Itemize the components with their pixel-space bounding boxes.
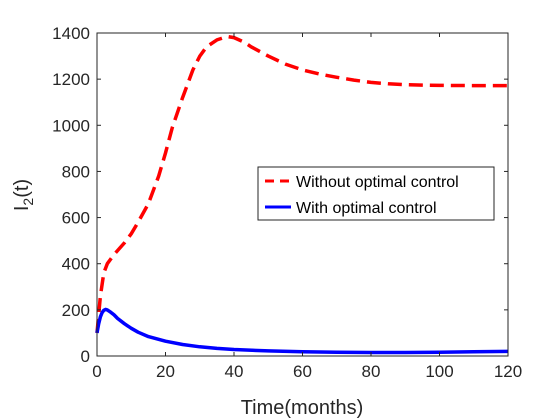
series-line-without-control xyxy=(95,34,508,334)
y-tick-label: 400 xyxy=(62,255,90,274)
legend-box xyxy=(257,166,495,221)
y-tick-label: 1000 xyxy=(52,116,90,135)
y-tick-label: 600 xyxy=(62,209,90,228)
y-tick-label: 1200 xyxy=(52,70,90,89)
axis-ticks xyxy=(96,32,509,357)
y-tick-label: 200 xyxy=(62,301,90,320)
y-tick-label: 800 xyxy=(62,162,90,181)
y-axis-label: I2(t) xyxy=(11,179,36,211)
x-tick-label: 0 xyxy=(92,362,101,381)
x-tick-label: 120 xyxy=(494,362,522,381)
x-tick-label: 60 xyxy=(293,362,312,381)
y-tick-label: 0 xyxy=(81,347,90,366)
series-line-with-control xyxy=(95,307,509,355)
x-tick-label: 40 xyxy=(225,362,244,381)
x-tick-label: 80 xyxy=(362,362,381,381)
plot-lines xyxy=(95,34,509,355)
legend-label-without-control: Without optimal control xyxy=(296,174,459,191)
x-axis-label: Time(months) xyxy=(241,397,364,419)
y-tick-label: 1400 xyxy=(52,24,90,43)
x-tick-label: 20 xyxy=(156,362,175,381)
legend-label-with-control: With optimal control xyxy=(296,200,437,217)
x-tick-label: 100 xyxy=(425,362,453,381)
legend: Without optimal control With optimal con… xyxy=(257,166,495,221)
y-axis-label-main: I xyxy=(11,206,33,212)
y-axis-label-suffix: (t) xyxy=(11,179,33,198)
y-axis-label-subscript: 2 xyxy=(20,198,36,206)
